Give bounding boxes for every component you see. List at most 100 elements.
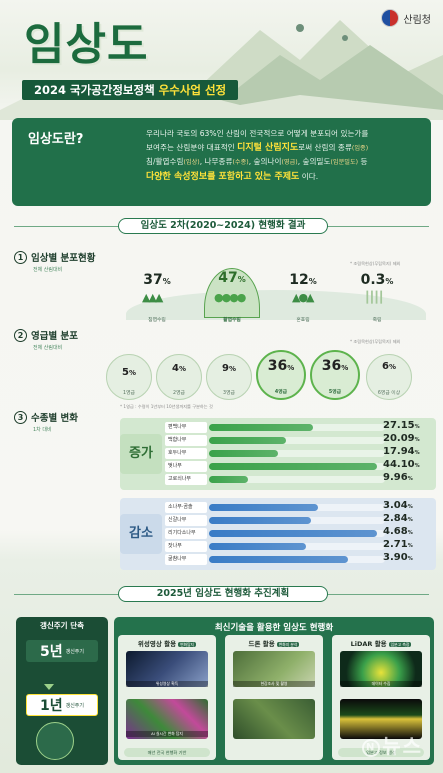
age-class-1: 5% 1영급 <box>106 354 152 400</box>
bar-fill <box>209 504 318 511</box>
technology-panel: 최신기술을 활용한 임상도 현행화 위성영상 활용 변화탐지 위성영상 획득 AI… <box>114 617 434 765</box>
agency-logo: 산림청 <box>381 9 431 27</box>
age-value: 4 <box>172 363 179 374</box>
group-number: 2 <box>14 328 27 342</box>
bar-fill <box>209 450 278 457</box>
age-label: 2영급 <box>173 391 185 396</box>
column-footer: 임분고 정보 생성 <box>338 748 424 757</box>
column-title-text: LiDAR <box>350 640 373 648</box>
image-caption: 데이터 수집 <box>340 681 422 687</box>
image-caption: AI 실시간 변화 탐지 <box>126 731 208 737</box>
bar-fill <box>209 437 286 444</box>
bar-fill <box>209 463 377 470</box>
age-label: 1영급 <box>123 391 135 396</box>
bar-fill <box>209 476 248 483</box>
age-label: 5영급 <box>328 390 342 395</box>
bar-track <box>209 556 385 563</box>
stat-conifer: 37% ▲▲▲ 침엽수림 <box>132 272 182 323</box>
definition-box: 임상도란? 우리나라 국토의 63%인 산림이 전국적으로 어떻게 분포되어 있… <box>12 118 431 206</box>
species-value: 27.15% <box>383 420 420 431</box>
species-value: 17.94% <box>383 446 420 457</box>
age-value: 6 <box>382 361 389 372</box>
cycle-title: 갱신주기 단축 <box>39 621 84 630</box>
definition-note: (수종) <box>232 159 249 166</box>
species-value-number: 27.15 <box>383 420 415 431</box>
species-value: 9.96% <box>383 472 413 483</box>
species-name: 굴참나무 <box>165 554 207 565</box>
species-name: 벚나무 <box>165 461 207 472</box>
species-value: 3.04% <box>383 500 413 511</box>
column-title: 드론 활용 변화지 분석 <box>225 638 323 648</box>
species-name: 고로쇠나무 <box>165 474 207 485</box>
age-class-3: 9% 3영급 <box>206 354 252 400</box>
definition-note: (임종) <box>351 144 369 152</box>
bar-fill <box>209 530 377 537</box>
species-value-number: 3.04 <box>383 500 408 511</box>
lidar-height-image <box>340 699 422 739</box>
species-name: 편백나무 <box>165 422 207 433</box>
column-tag: 변화지 분석 <box>276 642 300 647</box>
species-value: 4.68% <box>383 526 413 537</box>
group-number: 1 <box>14 250 27 264</box>
group1-note: * 조림목현상(무립목지) 제외 <box>350 261 401 266</box>
definition-note: (임상) <box>183 159 200 166</box>
species-value: 2.84% <box>383 513 413 524</box>
bar-track <box>209 476 385 483</box>
stat-broadleaf: 47% ●●●● 활엽수림 <box>206 270 258 323</box>
species-value: 3.90% <box>383 552 413 563</box>
group3-caption: 1차 대비 <box>33 427 52 433</box>
cycle-suffix: 갱신주기 <box>65 648 85 655</box>
tree-icons: ▲▲▲ <box>142 291 163 304</box>
group1-title: 1 임상별 분포현황 <box>14 250 96 264</box>
group2-note: * 조림목현상(무립목지) 제외 <box>350 339 401 344</box>
species-name: 잣나무 <box>165 541 207 552</box>
bar-fill <box>209 517 311 524</box>
old-cycle-value: 5년 <box>39 644 63 660</box>
group-title-text: 임상별 분포현황 <box>31 253 96 264</box>
lidar-column: LiDAR 활용 임분고 측정 데이터 수집 임분고 정보 생성 <box>332 635 430 760</box>
bamboo-icons: ┃┃┃┃ <box>364 291 384 304</box>
column-tag: 변화탐지 <box>178 642 197 647</box>
definition-line: 다양한 속성정보를 포함하고 있는 주제도 이다. <box>146 170 422 185</box>
age-class-note: * 1영급 : 수령이 1년부터 10년생까지를 구분하는 것 <box>120 404 213 409</box>
unit-label: % <box>407 517 413 523</box>
bar-fill <box>209 556 348 563</box>
age-value: 36 <box>321 358 342 374</box>
tree-icons: ●●●● <box>214 291 246 304</box>
definition-span: , 숲의나이 <box>248 157 282 166</box>
stat-mixed: 12% ▲●▲ 혼효림 <box>278 272 328 323</box>
bar-track <box>209 530 385 537</box>
bar-track <box>209 504 385 511</box>
old-cycle: 5년 갱신주기 <box>26 640 98 662</box>
age-value: 9 <box>222 363 229 374</box>
stat-value: 0.3 <box>360 272 386 288</box>
species-value: 2.71% <box>383 539 413 550</box>
column-title-text: 위성영상 <box>137 640 162 648</box>
unit-label: % <box>414 424 420 430</box>
column-title: LiDAR 활용 임분고 측정 <box>332 638 430 648</box>
stat-value: 12 <box>289 272 309 288</box>
column-tag: 임분고 측정 <box>388 642 412 647</box>
column-suffix: 활용 <box>372 640 387 648</box>
unit-label: % <box>414 450 420 456</box>
new-cycle-value: 1년 <box>39 698 63 714</box>
age-class-2: 4% 2영급 <box>156 354 202 400</box>
change-detection-image <box>126 699 208 739</box>
species-name: 백합나무 <box>165 435 207 446</box>
taegeuk-emblem-icon <box>381 9 400 27</box>
unit-label: % <box>407 556 413 562</box>
news-watermark: N 뉴스 <box>362 730 423 759</box>
species-value-number: 2.84 <box>383 513 408 524</box>
agency-name: 산림청 <box>403 14 431 26</box>
unit-label: % <box>414 437 420 443</box>
definition-note: (영급) <box>281 159 298 166</box>
award-banner: 2024 국가공간정보정책 우수사업 선정 <box>22 80 239 100</box>
group-title-text: 영급별 분포 <box>31 331 79 342</box>
stat-label: 활엽수림 <box>223 318 241 323</box>
stat-value: 47 <box>218 270 238 286</box>
age-value: 5 <box>122 367 129 378</box>
unit-label: % <box>407 530 413 536</box>
age-label: 3영급 <box>223 391 235 396</box>
definition-span: , 숲의밀도 <box>297 157 331 166</box>
